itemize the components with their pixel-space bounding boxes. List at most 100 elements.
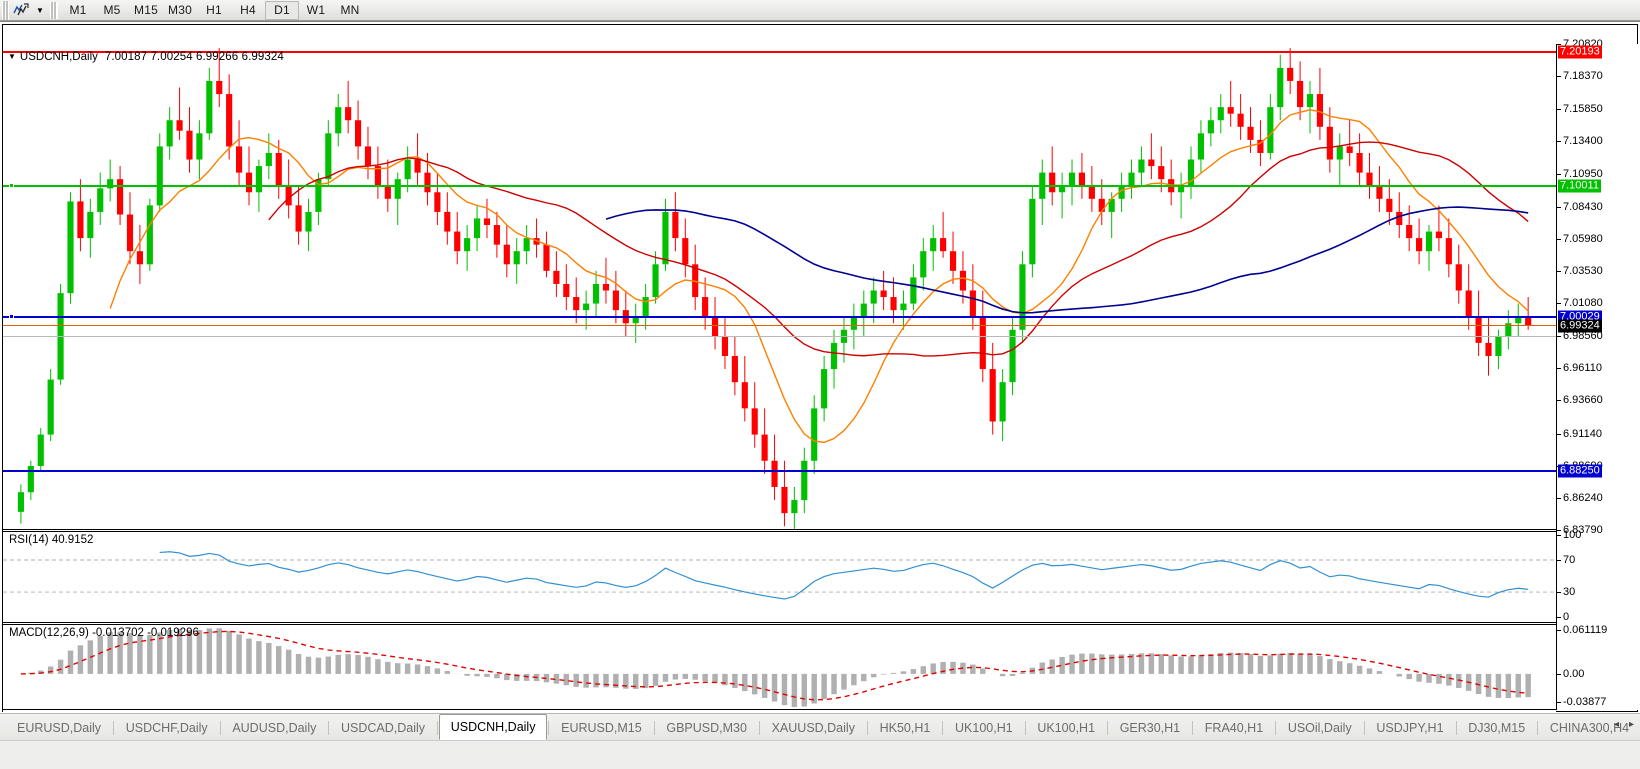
candlestick (890, 277, 897, 324)
timeframe-m1[interactable]: M1 (69, 3, 87, 17)
candlestick (354, 100, 362, 160)
candlestick (801, 447, 808, 514)
macd-indicator-panel[interactable]: MACD(12,26,9) -0.013702 -0.019296 (3, 624, 1556, 710)
price-tick-label: 7.03530 (1563, 264, 1603, 277)
candlestick (1197, 120, 1205, 173)
candlestick (573, 277, 580, 324)
price-chart-panel[interactable] (3, 44, 1556, 530)
price-badge-last-price[interactable]: 6.99324 (1558, 319, 1602, 333)
chart-tab-usoil-daily[interactable]: USOil,Daily (1287, 721, 1352, 735)
price-badge-support-green[interactable]: 7.10011 (1558, 179, 1601, 193)
timeframe-m5[interactable]: M5 (103, 3, 121, 17)
candlestick (791, 486, 798, 529)
horizontal-level-line-grey[interactable] (3, 336, 1556, 338)
horizontal-level-line[interactable] (3, 325, 1556, 327)
price-badge-level-blue-low[interactable]: 6.88250 (1558, 464, 1602, 478)
top-toolbar: ▼ M1 M5 M15 M30 H1 H4 D1 W1 MN (0, 0, 1640, 21)
candlestick (702, 277, 709, 330)
candlestick (592, 270, 600, 317)
price-scale[interactable]: 7.20820 7.18370 7.15850 7.13400 7.10950 7.084… (1556, 38, 1638, 710)
chart-tab-uk100-h1[interactable]: UK100,H1 (1037, 721, 1096, 735)
tab-separator (219, 721, 221, 735)
timeframe-m15[interactable]: M15 (134, 3, 158, 17)
price-tick-mark (1557, 433, 1561, 435)
chart-tab-uk100-h1[interactable]: UK100,H1 (955, 721, 1013, 735)
timeframe-mn[interactable]: MN (340, 3, 360, 17)
candlestick (870, 277, 877, 324)
timeframe-m30[interactable]: M30 (168, 3, 192, 17)
candlestick (117, 166, 124, 226)
tab-separator (1192, 721, 1193, 735)
candlestick (1306, 80, 1314, 134)
tab-scroll-right-icon[interactable]: ▸ (1628, 719, 1634, 730)
tab-separator (866, 721, 868, 735)
candlestick (731, 336, 738, 396)
chart-tab-strip: EURUSD,Daily USDCHF,Daily AUDUSD,Daily USDC… (0, 714, 1640, 740)
price-tick-mark (1557, 530, 1561, 531)
candlestick (503, 225, 510, 278)
candlestick (1425, 225, 1433, 271)
candlestick (751, 382, 758, 448)
chevron-down-icon[interactable]: ▼ (8, 52, 16, 61)
candlestick (711, 297, 719, 350)
chart-tab-eurusd-daily[interactable]: EURUSD,Daily (17, 721, 102, 735)
toolbar-drag-handle[interactable] (2, 0, 9, 20)
candlestick (136, 225, 143, 284)
candlestick (999, 369, 1006, 442)
price-tick-label: 7.10950 (1563, 167, 1603, 180)
chart-tab-audusd-daily[interactable]: AUDUSD,Daily (232, 721, 317, 735)
candlestick (602, 257, 610, 304)
chart-tab-gbpusd-m30[interactable]: GBPUSD,M30 (666, 721, 747, 735)
tab-separator (1455, 721, 1457, 735)
chevron-down-icon[interactable]: ▼ (36, 5, 44, 15)
candlestick (1059, 172, 1066, 219)
price-badge-resistance[interactable]: 7.20193 (1558, 45, 1602, 59)
chart-tab-usdchf-daily[interactable]: USDCHF,Daily (125, 721, 208, 735)
candlestick (374, 146, 381, 199)
toolbar-separator (50, 1, 58, 19)
timeframe-d1[interactable]: D1 (265, 0, 299, 20)
chart-tab-eurusd-m15[interactable]: EURUSD,M15 (561, 721, 642, 735)
chart-tab-usdcad-daily[interactable]: USDCAD,Daily (341, 721, 426, 735)
chart-tab-hk50-h1[interactable]: HK50,H1 (879, 721, 931, 735)
candlestick (1039, 159, 1046, 226)
timeframe-h1[interactable]: H1 (206, 3, 222, 17)
candlestick (295, 185, 302, 245)
chart-tab-dj30-m15[interactable]: DJ30,M15 (1468, 721, 1526, 735)
tab-scroll-left-icon[interactable]: ◂ (1613, 719, 1619, 730)
price-tick-label: 7.18370 (1563, 70, 1603, 83)
chart-tab-usdjpy-h1[interactable]: USDJPY,H1 (1376, 721, 1444, 735)
level-line-handle[interactable] (9, 313, 14, 319)
candlestick (235, 120, 243, 186)
candlestick (622, 290, 629, 337)
candlestick (176, 87, 183, 140)
candlestick (166, 107, 173, 160)
rsi-indicator-panel[interactable]: RSI(14) 40.9152 (3, 531, 1556, 623)
chart-period-icon[interactable] (9, 1, 33, 20)
chart-tab-china300-h4[interactable]: CHINA300,H4 (1549, 721, 1630, 735)
horizontal-level-line[interactable] (3, 184, 1556, 187)
candlestick (860, 290, 867, 337)
tab-separator (548, 721, 550, 735)
level-line-handle[interactable] (9, 182, 14, 188)
candlestick (563, 264, 570, 311)
candlestick (1009, 316, 1016, 396)
candlestick (1068, 159, 1076, 206)
timeframe-h4[interactable]: H4 (240, 3, 256, 17)
horizontal-level-line[interactable] (3, 315, 1556, 318)
candlestick (107, 159, 114, 202)
chart-tab-fra40-h1[interactable]: FRA40,H1 (1204, 721, 1264, 735)
chart-tab-usdcnh-daily[interactable]: USDCNH,Daily (438, 714, 548, 740)
price-tick-mark (1557, 206, 1561, 208)
candlestick (1356, 133, 1363, 186)
moving-average-line (605, 206, 1529, 314)
candlestick (216, 48, 223, 108)
horizontal-level-line[interactable] (3, 51, 1556, 54)
price-tick-mark (1557, 270, 1561, 272)
candlestick (652, 251, 659, 304)
candlestick (1088, 166, 1095, 212)
chart-tab-xauusd-daily[interactable]: XAUUSD,Daily (771, 721, 855, 735)
chart-tab-ger30-h1[interactable]: GER30,H1 (1119, 721, 1181, 735)
timeframe-w1[interactable]: W1 (306, 3, 326, 17)
horizontal-level-line[interactable] (3, 470, 1556, 473)
